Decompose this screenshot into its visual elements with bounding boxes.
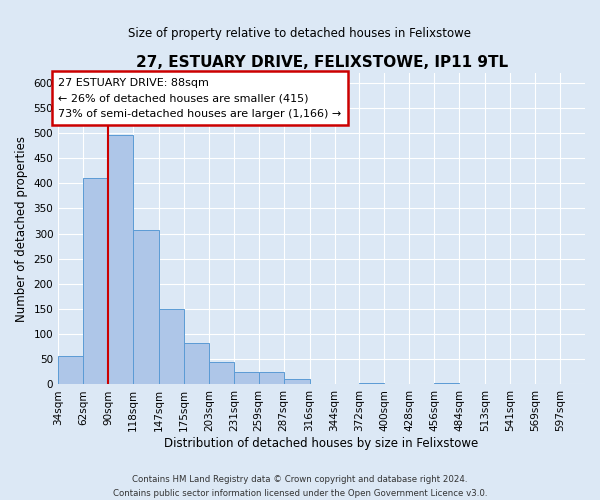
- Bar: [184, 343, 209, 384]
- Bar: [234, 372, 259, 384]
- Bar: [209, 362, 234, 384]
- Y-axis label: Number of detached properties: Number of detached properties: [15, 136, 28, 322]
- Bar: [108, 135, 133, 384]
- Bar: [83, 178, 108, 384]
- X-axis label: Distribution of detached houses by size in Felixstowe: Distribution of detached houses by size …: [164, 437, 479, 450]
- Text: Size of property relative to detached houses in Felixstowe: Size of property relative to detached ho…: [128, 28, 472, 40]
- Text: 27 ESTUARY DRIVE: 88sqm
← 26% of detached houses are smaller (415)
73% of semi-d: 27 ESTUARY DRIVE: 88sqm ← 26% of detache…: [58, 78, 341, 119]
- Title: 27, ESTUARY DRIVE, FELIXSTOWE, IP11 9TL: 27, ESTUARY DRIVE, FELIXSTOWE, IP11 9TL: [136, 55, 508, 70]
- Bar: [159, 309, 184, 384]
- Bar: [284, 380, 310, 384]
- Bar: [259, 372, 284, 384]
- Text: Contains HM Land Registry data © Crown copyright and database right 2024.
Contai: Contains HM Land Registry data © Crown c…: [113, 476, 487, 498]
- Bar: [58, 356, 83, 384]
- Bar: [133, 230, 159, 384]
